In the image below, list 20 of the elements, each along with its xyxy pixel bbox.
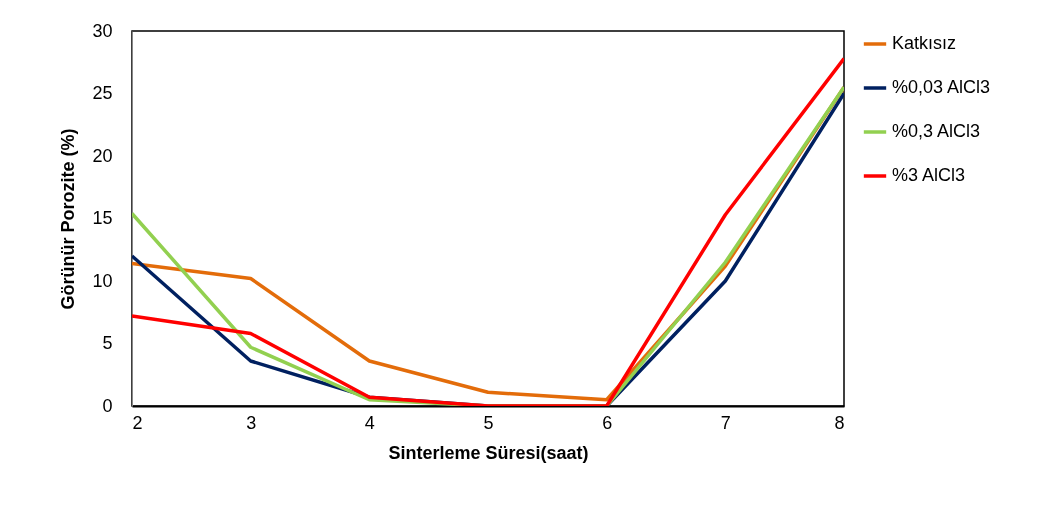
legend-label: Katkısız [892,33,957,53]
y-tick-label: 30 [92,20,113,41]
y-tick-label: 20 [92,145,113,166]
y-tick-label: 15 [92,208,113,228]
legend-label: %0,03 AlCl3 [892,77,991,97]
x-tick-label: 4 [364,412,375,433]
x-tick-label: 8 [834,412,845,433]
y-tick-label: 0 [102,395,113,416]
y-tick-label: 5 [102,333,113,353]
x-tick-label: 2 [132,412,143,433]
x-tick-label: 6 [602,412,613,433]
legend-label: %0,3 AlCl3 [892,121,981,141]
x-tick-label: 5 [483,412,494,433]
x-tick-label: 3 [246,412,257,433]
y-tick-label: 25 [92,83,113,103]
x-tick-label: 7 [720,412,731,433]
legend-label: %3 AlCl3 [892,165,966,185]
y-tick-label: 10 [92,270,113,291]
x-axis-title: Sinterleme Süresi(saat) [388,442,589,463]
y-axis-title: Görünür Porozite (%) [58,128,79,310]
